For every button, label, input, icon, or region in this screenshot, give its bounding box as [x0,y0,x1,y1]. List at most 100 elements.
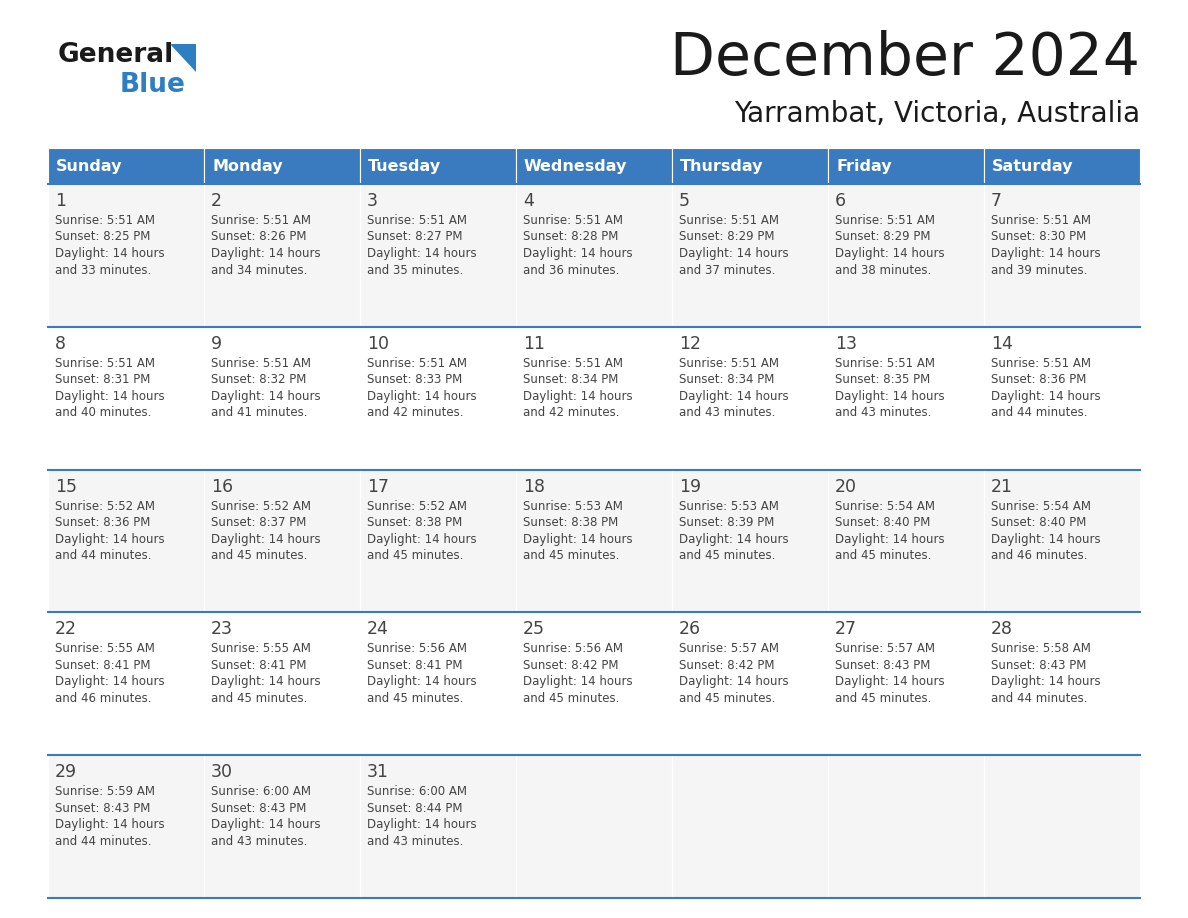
Bar [48,470,204,612]
Text: Sunrise: 5:51 AM: Sunrise: 5:51 AM [55,357,154,370]
Text: 22: 22 [55,621,77,638]
Text: 13: 13 [835,335,857,353]
Text: Sunset: 8:43 PM: Sunset: 8:43 PM [211,801,307,814]
Text: Sunrise: 5:52 AM: Sunrise: 5:52 AM [367,499,467,512]
Text: Daylight: 14 hours: Daylight: 14 hours [367,247,476,260]
Text: and 45 minutes.: and 45 minutes. [680,692,776,705]
Text: and 42 minutes.: and 42 minutes. [367,407,463,420]
Bar [672,612,828,756]
Text: Sunset: 8:40 PM: Sunset: 8:40 PM [991,516,1086,529]
Text: Sunset: 8:36 PM: Sunset: 8:36 PM [55,516,151,529]
Text: Sunrise: 5:52 AM: Sunrise: 5:52 AM [211,499,311,512]
Text: 20: 20 [835,477,857,496]
Text: Daylight: 14 hours: Daylight: 14 hours [211,247,321,260]
Text: Daylight: 14 hours: Daylight: 14 hours [211,676,321,688]
Text: Sunset: 8:36 PM: Sunset: 8:36 PM [991,374,1086,386]
Text: and 45 minutes.: and 45 minutes. [367,692,463,705]
Bar [48,184,204,327]
Text: 11: 11 [523,335,545,353]
Text: Sunrise: 5:51 AM: Sunrise: 5:51 AM [680,357,779,370]
Text: Sunset: 8:41 PM: Sunset: 8:41 PM [211,659,307,672]
Bar [984,327,1140,470]
Text: and 45 minutes.: and 45 minutes. [835,549,931,562]
Text: and 45 minutes.: and 45 minutes. [211,692,308,705]
Text: Sunset: 8:40 PM: Sunset: 8:40 PM [835,516,930,529]
Text: Sunrise: 6:00 AM: Sunrise: 6:00 AM [211,785,311,798]
Text: and 43 minutes.: and 43 minutes. [835,407,931,420]
Text: Daylight: 14 hours: Daylight: 14 hours [523,247,633,260]
Text: Daylight: 14 hours: Daylight: 14 hours [991,390,1100,403]
Text: Sunrise: 5:55 AM: Sunrise: 5:55 AM [211,643,311,655]
Text: Daylight: 14 hours: Daylight: 14 hours [367,676,476,688]
Text: 31: 31 [367,763,388,781]
Text: Daylight: 14 hours: Daylight: 14 hours [211,818,321,831]
Text: Daylight: 14 hours: Daylight: 14 hours [367,532,476,545]
Text: Daylight: 14 hours: Daylight: 14 hours [367,818,476,831]
Text: 8: 8 [55,335,67,353]
Bar [828,148,984,184]
Text: Daylight: 14 hours: Daylight: 14 hours [211,532,321,545]
Bar [828,756,984,898]
Bar [360,327,516,470]
Text: Sunrise: 5:51 AM: Sunrise: 5:51 AM [680,214,779,227]
Bar [360,184,516,327]
Text: Sunset: 8:32 PM: Sunset: 8:32 PM [211,374,307,386]
Text: Sunset: 8:41 PM: Sunset: 8:41 PM [55,659,151,672]
Text: 21: 21 [991,477,1013,496]
Text: Sunrise: 5:51 AM: Sunrise: 5:51 AM [211,357,311,370]
Text: Sunset: 8:29 PM: Sunset: 8:29 PM [835,230,930,243]
Text: 4: 4 [523,192,533,210]
Text: Sunday: Sunday [56,159,122,174]
Bar [360,470,516,612]
Text: 3: 3 [367,192,378,210]
Text: Daylight: 14 hours: Daylight: 14 hours [523,676,633,688]
Text: Daylight: 14 hours: Daylight: 14 hours [367,390,476,403]
Text: and 44 minutes.: and 44 minutes. [991,407,1087,420]
Text: Sunset: 8:42 PM: Sunset: 8:42 PM [523,659,619,672]
Text: Daylight: 14 hours: Daylight: 14 hours [55,390,165,403]
Text: Sunset: 8:37 PM: Sunset: 8:37 PM [211,516,307,529]
Text: and 43 minutes.: and 43 minutes. [211,834,308,847]
Text: and 35 minutes.: and 35 minutes. [367,263,463,276]
Bar [984,756,1140,898]
Text: and 45 minutes.: and 45 minutes. [523,692,619,705]
Text: Sunrise: 6:00 AM: Sunrise: 6:00 AM [367,785,467,798]
Text: Sunset: 8:26 PM: Sunset: 8:26 PM [211,230,307,243]
Text: Saturday: Saturday [992,159,1074,174]
Bar [828,184,984,327]
Text: Sunrise: 5:59 AM: Sunrise: 5:59 AM [55,785,154,798]
Text: and 45 minutes.: and 45 minutes. [211,549,308,562]
Bar [984,184,1140,327]
Text: Wednesday: Wednesday [524,159,627,174]
Text: Sunrise: 5:51 AM: Sunrise: 5:51 AM [991,214,1091,227]
Text: Daylight: 14 hours: Daylight: 14 hours [835,676,944,688]
Text: Sunrise: 5:57 AM: Sunrise: 5:57 AM [680,643,779,655]
Bar [204,756,360,898]
Text: 16: 16 [211,477,233,496]
Text: 5: 5 [680,192,690,210]
Text: Daylight: 14 hours: Daylight: 14 hours [991,532,1100,545]
Text: 28: 28 [991,621,1013,638]
Text: and 36 minutes.: and 36 minutes. [523,263,619,276]
Bar [516,327,672,470]
Bar [984,470,1140,612]
Bar [204,148,360,184]
Bar [204,327,360,470]
Text: and 45 minutes.: and 45 minutes. [680,549,776,562]
Bar [48,148,204,184]
Text: Sunset: 8:31 PM: Sunset: 8:31 PM [55,374,151,386]
Text: Daylight: 14 hours: Daylight: 14 hours [835,532,944,545]
Text: 23: 23 [211,621,233,638]
Text: and 44 minutes.: and 44 minutes. [55,549,152,562]
Text: 15: 15 [55,477,77,496]
Text: Daylight: 14 hours: Daylight: 14 hours [55,532,165,545]
Text: Sunset: 8:25 PM: Sunset: 8:25 PM [55,230,151,243]
Text: 6: 6 [835,192,846,210]
Text: 9: 9 [211,335,222,353]
Bar [828,470,984,612]
Text: 25: 25 [523,621,545,638]
Bar [984,148,1140,184]
Text: and 40 minutes.: and 40 minutes. [55,407,151,420]
Text: Daylight: 14 hours: Daylight: 14 hours [523,532,633,545]
Text: Daylight: 14 hours: Daylight: 14 hours [55,247,165,260]
